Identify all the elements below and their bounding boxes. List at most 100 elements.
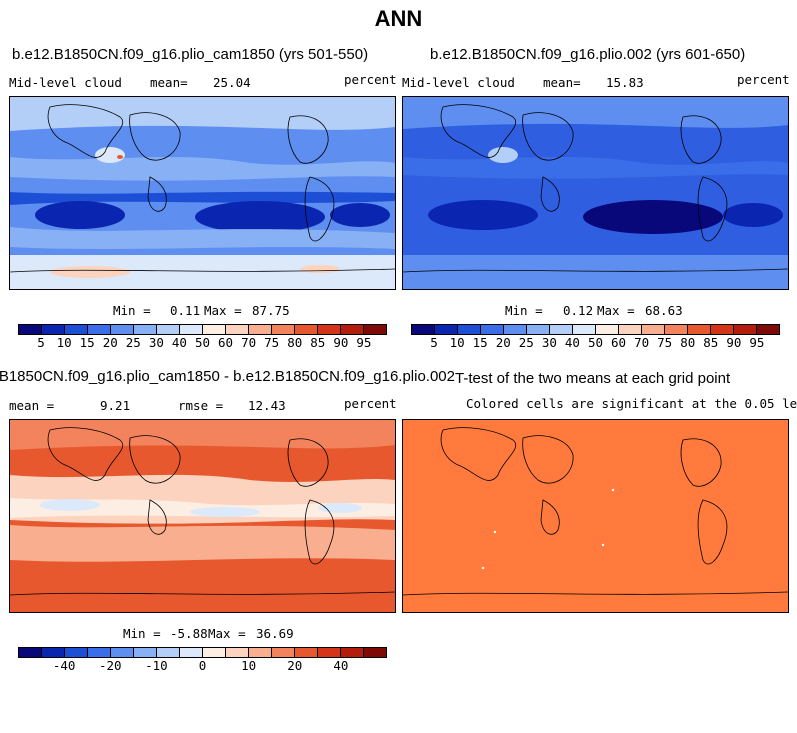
panel1-max-value: 87.75 [252, 303, 290, 318]
panel2-mean-value: 15.83 [606, 75, 644, 90]
panel2-colorbar-swatch [619, 325, 642, 334]
panel3-colorbar-tick-label: 10 [241, 658, 257, 673]
panel3-colorbar-tick-label: 40 [333, 658, 349, 673]
panel2-colorbar-tick-label: 90 [726, 335, 742, 350]
panel2-colorbar [411, 324, 780, 335]
panel2-colorbar-tick-label: 60 [611, 335, 627, 350]
panel1-units: percent [344, 72, 397, 87]
panel3-colorbar-swatch [42, 648, 65, 657]
panel2-colorbar-swatch [711, 325, 734, 334]
panel4-subtitle: Colored cells are significant at the 0.0… [466, 396, 797, 411]
panel1-colorbar-tick-label: 95 [356, 335, 372, 350]
panel2-colorbar-tick-label: 20 [495, 335, 511, 350]
panel1-colorbar-swatch [88, 325, 111, 334]
panel3-colorbar-tick-label: -10 [145, 658, 168, 673]
panel1-colorbar-tick-label: 75 [264, 335, 280, 350]
panel1-colorbar-tick-label: 20 [102, 335, 118, 350]
panel2-colorbar-swatch [435, 325, 458, 334]
panel2-colorbar-tick-label: 25 [518, 335, 534, 350]
panel3-units: percent [344, 396, 397, 411]
panel2-colorbar-tick-label: 15 [472, 335, 488, 350]
panel1-colorbar-tick-label: 40 [171, 335, 187, 350]
panel2-colorbar-tick-label: 5 [430, 335, 438, 350]
panel1-colorbar-swatch [341, 325, 364, 334]
panel3-colorbar-swatch [272, 648, 295, 657]
panel1-colorbar-swatch [157, 325, 180, 334]
panel1-colorbar-swatch [111, 325, 134, 334]
panel2-colorbar-tick-label: 50 [587, 335, 604, 350]
panel3-colorbar-swatch [364, 648, 386, 657]
panel2-colorbar-tick-label: 75 [657, 335, 673, 350]
panel3-colorbar [18, 647, 387, 658]
panel3-colorbar-swatch [318, 648, 341, 657]
panel2-colorbar-ticks: 5 10 15 20 25 30 40 50 60 70 75 80 85 90 95 [411, 335, 780, 351]
panel1-min-value: 0.11 [170, 303, 201, 318]
panel1-max-label: Max = [204, 303, 242, 318]
panel3-colorbar-ticks: -40 -20 -10 0 10 20 40 [18, 658, 387, 674]
panel1-colorbar-tick-label: 5 [37, 335, 45, 350]
panel2-colorbar-tick-label: 40 [564, 335, 580, 350]
panel1-colorbar-swatch [180, 325, 203, 334]
panel2-colorbar-swatch [573, 325, 596, 334]
panel1-colorbar-tick-label: 25 [125, 335, 141, 350]
panel2-colorbar-swatch [596, 325, 619, 334]
panel2-colorbar-tick-label: 85 [703, 335, 719, 350]
panel1-colorbar-tick-label: 30 [148, 335, 164, 350]
panel1-mean-label: mean= [150, 75, 188, 90]
panel2-colorbar-swatch [688, 325, 711, 334]
panel2-colorbar-tick-label: 30 [541, 335, 557, 350]
panel3-map [9, 419, 396, 613]
panel3-colorbar-swatch [341, 648, 364, 657]
panel3-colorbar-tick-label: -40 [52, 658, 76, 673]
panel3-rmse-label: rmse = [178, 398, 224, 413]
panel3-mean-value: 9.21 [100, 398, 131, 413]
panel1-colorbar-ticks: 5 10 15 20 25 30 40 50 60 70 75 80 85 90 95 [18, 335, 387, 351]
panel1-colorbar-tick-label: 15 [79, 335, 95, 350]
panel2-mean-label: mean= [543, 75, 581, 90]
panel2-colorbar-swatch [550, 325, 573, 334]
panel2-colorbar-swatch [481, 325, 504, 334]
panel3-colorbar-tick-label: 0 [198, 658, 207, 673]
panel3-max-label: Max = [208, 626, 246, 641]
panel1-colorbar-swatch [249, 325, 272, 334]
panel2-colorbar-swatch [665, 325, 688, 334]
panel1-title: b.e12.B1850CN.f09_g16.plio_cam1850 (yrs … [12, 46, 369, 63]
panel1-colorbar-swatch [226, 325, 249, 334]
panel2-field-label: Mid-level cloud [402, 75, 515, 90]
panel3-colorbar-swatch [295, 648, 318, 657]
panel2-colorbar-tick-label: 70 [634, 335, 650, 350]
panel3-mean-label: mean = [9, 398, 55, 413]
panel2-colorbar-tick-label: 80 [680, 335, 696, 350]
panel1-colorbar-tick-label: 90 [333, 335, 349, 350]
panel1-colorbar-tick-label: 60 [218, 335, 234, 350]
panel3-colorbar-swatch [157, 648, 180, 657]
panel2-map [402, 96, 789, 290]
panel1-field-label: Mid-level cloud [9, 75, 122, 90]
panel1-colorbar-swatch [364, 325, 386, 334]
panel2-units: percent [737, 72, 790, 87]
panel3-colorbar-swatch [65, 648, 88, 657]
panel4-title: T-test of the two means at each grid poi… [455, 370, 731, 387]
panel3-colorbar-swatch [134, 648, 157, 657]
page-title: ANN [374, 6, 423, 31]
panel2-colorbar-swatch [458, 325, 481, 334]
panel3-colorbar-tick-label: 20 [287, 658, 303, 673]
panel1-colorbar-swatch [65, 325, 88, 334]
panel2-colorbar-swatch [757, 325, 779, 334]
panel3-colorbar-swatch [111, 648, 134, 657]
panel3-title: b.e12.B1850CN.f09_g16.plio_cam1850 - b.e… [0, 368, 455, 385]
panel2-title: b.e12.B1850CN.f09_g16.plio.002 (yrs 601-… [430, 46, 746, 63]
panel4-map [402, 419, 789, 613]
panel3-min-label: Min = [123, 626, 161, 641]
panel2-colorbar-swatch [504, 325, 527, 334]
panel3-colorbar-swatch [203, 648, 226, 657]
panel1-colorbar [18, 324, 387, 335]
panel3-colorbar-swatch [19, 648, 42, 657]
panel1-mean-value: 25.04 [213, 75, 251, 90]
panel3-colorbar-tick-label: -20 [98, 658, 122, 673]
panel1-colorbar-tick-label: 80 [287, 335, 303, 350]
panel3-colorbar-swatch [88, 648, 111, 657]
panel2-colorbar-swatch [527, 325, 550, 334]
panel1-colorbar-swatch [19, 325, 42, 334]
panel1-colorbar-tick-label: 50 [194, 335, 211, 350]
